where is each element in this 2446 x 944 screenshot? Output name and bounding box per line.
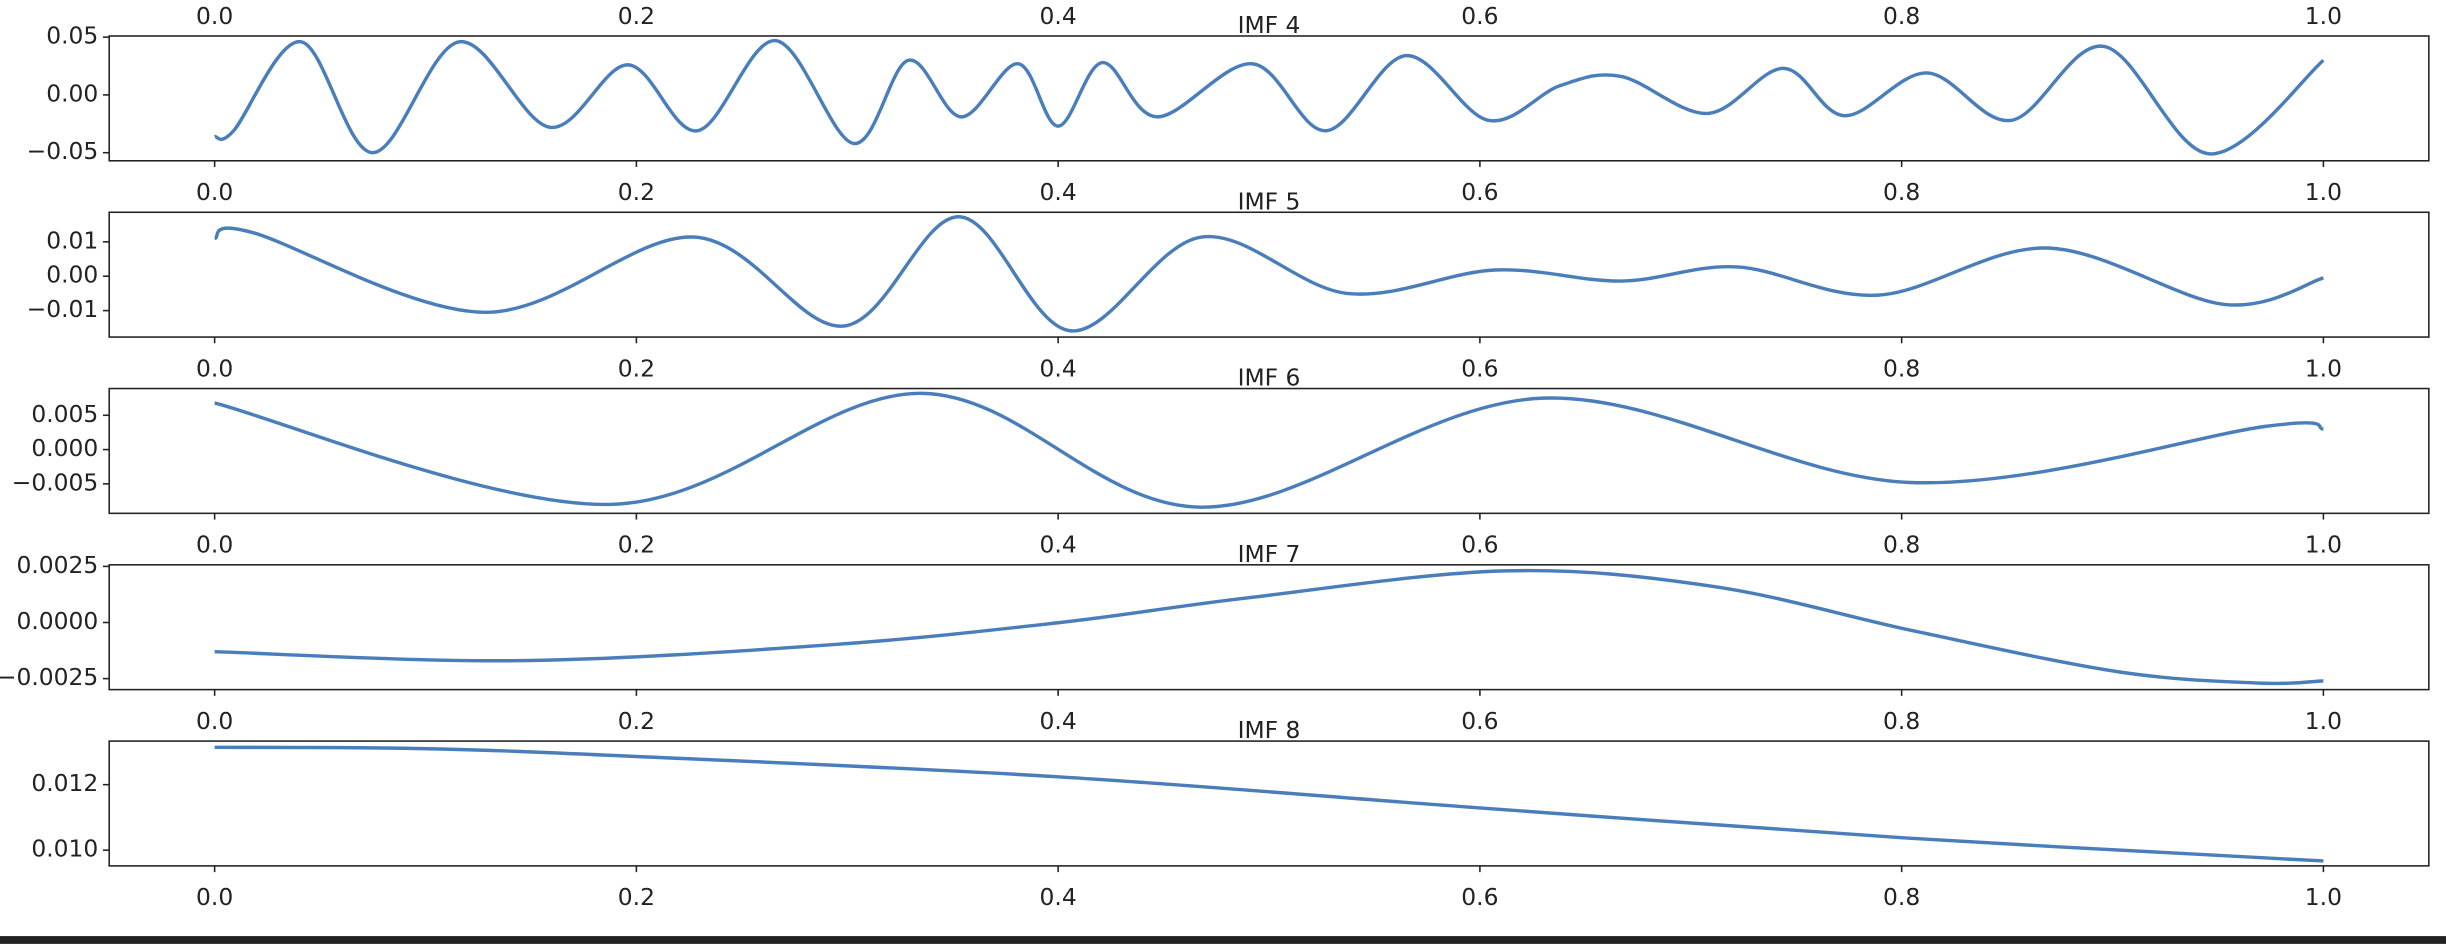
x-tick-label: 0.8 (1883, 2, 1920, 30)
window-edge (0, 936, 2446, 944)
signal-line (214, 38, 2325, 156)
signal-line (214, 391, 2324, 509)
x-tick-label: 0.2 (618, 354, 655, 382)
x-tick-label: 0.4 (1040, 707, 1077, 735)
x-tick-label: 0.8 (1883, 354, 1920, 382)
x-tick-label: 0.4 (1040, 178, 1077, 206)
x-tick-label: 0.4 (1040, 531, 1077, 559)
x-tick-label: 0.6 (1461, 707, 1498, 735)
x-tick-label: 0.0 (196, 354, 233, 382)
signal-line (214, 745, 2324, 863)
x-tick-label: 0.0 (196, 883, 233, 911)
signal-line (213, 215, 2324, 333)
panel-title: IMF 6 (1238, 364, 1301, 392)
y-tick-label: −0.01 (27, 295, 99, 323)
x-tick-label: 0.4 (1040, 883, 1077, 911)
x-tick-label: 1.0 (2305, 354, 2342, 382)
panel-frame (108, 35, 2430, 162)
y-tick-label: 0.00 (46, 79, 98, 107)
y-tick-label: 0.00 (46, 261, 98, 289)
y-tick-label: 0.0000 (16, 607, 98, 635)
x-tick-label: 0.0 (196, 178, 233, 206)
x-tick-label: 0.2 (618, 707, 655, 735)
x-tick-label: 0.8 (1883, 178, 1920, 206)
x-tick-label: 0.2 (618, 531, 655, 559)
panel-frame (108, 564, 2430, 691)
panel-frame (108, 387, 2430, 515)
x-tick-label: 0.6 (1461, 2, 1498, 30)
x-tick-label: 0.2 (618, 2, 655, 30)
y-tick-label: −0.05 (27, 137, 99, 165)
panel-title: IMF 7 (1238, 540, 1301, 568)
x-tick-label: 0.6 (1461, 883, 1498, 911)
x-tick-label: 0.6 (1461, 354, 1498, 382)
x-tick-label: 0.0 (196, 531, 233, 559)
x-tick-label: 1.0 (2305, 707, 2342, 735)
y-tick-label: 0.005 (31, 400, 98, 428)
x-tick-label: 0.8 (1883, 883, 1920, 911)
panel-title: IMF 8 (1238, 716, 1301, 744)
signal-line (214, 568, 2324, 686)
x-tick-label: 0.8 (1883, 707, 1920, 735)
x-tick-label: 0.6 (1461, 178, 1498, 206)
y-tick-label: 0.010 (31, 835, 98, 863)
panel-frame (108, 211, 2430, 338)
x-tick-label: 0.8 (1883, 531, 1920, 559)
x-tick-label: 0.4 (1040, 2, 1077, 30)
y-tick-label: 0.0025 (16, 551, 98, 579)
x-tick-label: 0.0 (196, 707, 233, 735)
y-tick-label: 0.000 (31, 434, 98, 462)
panel-title: IMF 5 (1238, 187, 1301, 215)
panel-frame (108, 740, 2430, 867)
x-tick-label: 1.0 (2305, 2, 2342, 30)
x-tick-label: 0.0 (196, 2, 233, 30)
x-tick-label: 1.0 (2305, 883, 2342, 911)
x-tick-label: 0.2 (618, 883, 655, 911)
y-tick-label: 0.05 (46, 22, 98, 50)
x-tick-label: 0.4 (1040, 354, 1077, 382)
panel-title: IMF 4 (1238, 11, 1301, 39)
x-tick-label: 0.2 (618, 178, 655, 206)
y-tick-label: −0.0025 (0, 663, 98, 691)
x-tick-label: 1.0 (2305, 531, 2342, 559)
y-tick-label: 0.01 (46, 226, 98, 254)
y-tick-label: −0.005 (12, 468, 99, 496)
y-tick-label: 0.012 (31, 769, 98, 797)
x-tick-label: 0.6 (1461, 531, 1498, 559)
x-tick-label: 1.0 (2305, 178, 2342, 206)
